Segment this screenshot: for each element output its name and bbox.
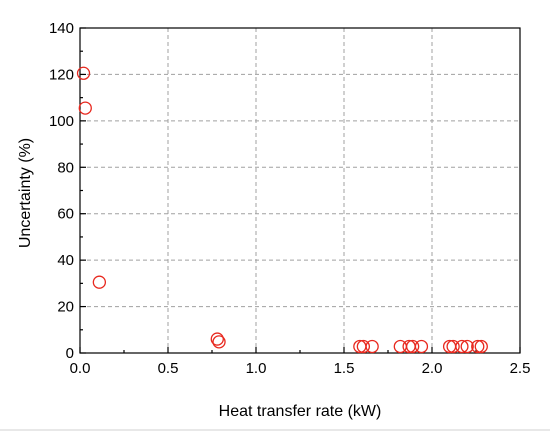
x-axis-label: Heat transfer rate (kW) — [219, 403, 382, 420]
data-point — [460, 339, 474, 354]
plot-frame — [79, 27, 521, 354]
data-points — [76, 66, 488, 354]
x-tick-label: 0.0 — [70, 360, 91, 377]
y-tick-label: 40 — [57, 252, 74, 269]
data-point — [455, 339, 469, 354]
data-point — [405, 339, 420, 354]
x-tick-label: 1.5 — [334, 360, 355, 377]
y-axis-label: Uncertainty (%) — [17, 138, 34, 248]
data-point — [78, 101, 92, 115]
x-tick-label: 1.0 — [246, 360, 267, 377]
x-tick-label: 2.5 — [510, 360, 531, 377]
y-tick-label: 20 — [57, 299, 74, 316]
tick-layer: 0.0 0.5 1.0 1.5 2.0 2.5 0 20 40 60 80 100 120 140 — [49, 20, 530, 377]
data-point — [92, 275, 107, 289]
data-point — [210, 332, 224, 346]
data-point — [414, 339, 429, 354]
data-point — [365, 339, 379, 354]
y-tick-label: 100 — [49, 113, 74, 130]
y-tick-label: 60 — [57, 206, 74, 223]
y-tick-label: 140 — [49, 20, 74, 37]
data-point — [356, 339, 371, 354]
data-point — [212, 335, 226, 349]
y-tick-label: 0 — [66, 345, 74, 362]
data-point — [76, 66, 91, 80]
y-tick-label: 120 — [49, 66, 74, 83]
y-tick-label: 80 — [57, 159, 74, 176]
data-point — [446, 339, 460, 354]
x-tick-label: 2.0 — [422, 360, 443, 377]
data-point — [474, 339, 488, 354]
x-tick-label: 0.5 — [158, 360, 179, 377]
grid-layer — [80, 28, 520, 353]
data-point — [471, 339, 485, 354]
